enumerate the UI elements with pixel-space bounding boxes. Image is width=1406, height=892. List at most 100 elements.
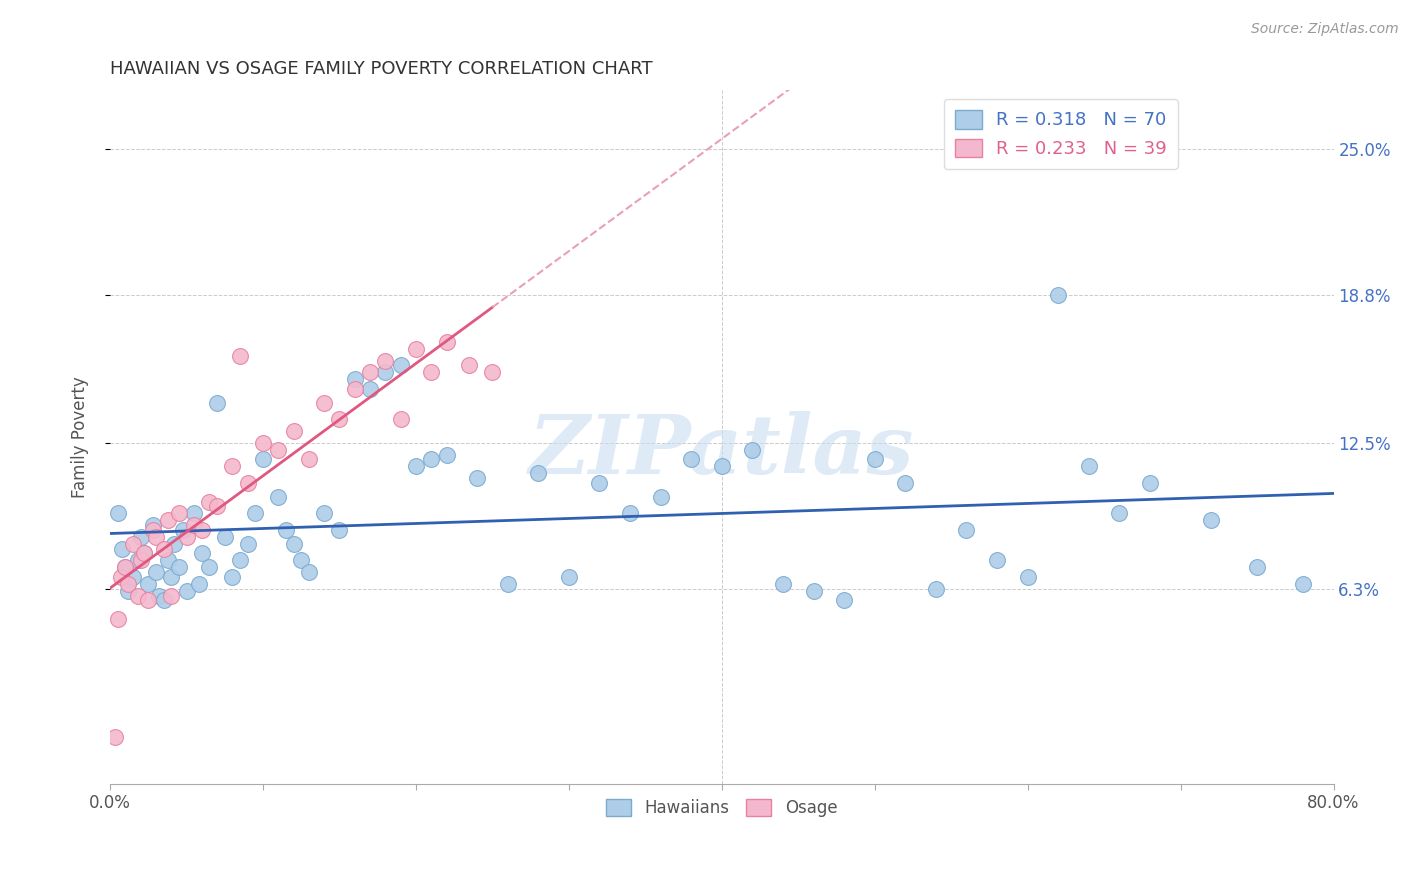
Point (236, 475, 259, 490)
Point (343, 382, 366, 396)
Point (104, 730, 127, 744)
Point (374, 365, 396, 379)
Point (650, 490, 672, 504)
Point (558, 570, 581, 584)
Point (359, 382, 381, 396)
Point (167, 560, 190, 574)
Point (107, 507, 129, 521)
Point (110, 570, 132, 584)
Point (986, 553, 1008, 567)
Point (389, 359, 412, 373)
Point (343, 372, 366, 386)
Point (436, 334, 458, 349)
Point (955, 523, 977, 537)
Legend: Hawaiians, Osage: Hawaiians, Osage (599, 792, 844, 824)
Point (114, 560, 136, 574)
Point (145, 565, 167, 579)
Point (894, 475, 917, 490)
Point (267, 442, 290, 457)
Point (127, 553, 149, 567)
Point (157, 553, 180, 567)
Point (198, 494, 221, 508)
Point (420, 365, 443, 379)
Point (160, 570, 183, 584)
Y-axis label: Family Poverty: Family Poverty (72, 376, 89, 498)
Point (142, 518, 165, 533)
Point (183, 507, 205, 521)
Point (832, 593, 855, 607)
Point (136, 577, 159, 591)
Point (205, 500, 228, 514)
Point (214, 530, 236, 544)
Point (107, 612, 129, 626)
Point (205, 396, 228, 410)
Point (298, 452, 321, 467)
Point (172, 523, 194, 537)
Point (290, 553, 312, 567)
Point (191, 523, 214, 537)
Point (111, 541, 134, 556)
Point (132, 546, 155, 560)
Point (1017, 570, 1039, 584)
Point (142, 523, 165, 537)
Point (359, 365, 381, 379)
Point (328, 412, 350, 426)
Point (127, 589, 149, 603)
Point (122, 537, 145, 551)
Point (1199, 513, 1222, 527)
Point (283, 537, 305, 551)
Point (389, 412, 412, 426)
Point (167, 507, 190, 521)
Text: ZIPatlas: ZIPatlas (529, 411, 914, 491)
Point (1292, 577, 1315, 591)
Point (328, 523, 350, 537)
Text: Source: ZipAtlas.com: Source: ZipAtlas.com (1251, 22, 1399, 37)
Point (191, 546, 214, 560)
Point (274, 523, 297, 537)
Point (314, 507, 336, 521)
Point (132, 546, 155, 560)
Point (157, 513, 180, 527)
Point (145, 530, 167, 544)
Point (114, 560, 136, 574)
Point (681, 452, 703, 467)
Point (176, 584, 198, 599)
Point (436, 448, 458, 462)
Point (374, 353, 396, 368)
Point (1108, 507, 1130, 521)
Point (117, 577, 139, 591)
Point (229, 349, 252, 363)
Point (148, 589, 170, 603)
Point (252, 452, 274, 467)
Point (496, 577, 519, 591)
Point (129, 530, 152, 544)
Point (198, 560, 221, 574)
Point (420, 452, 443, 467)
Point (283, 424, 305, 438)
Point (405, 459, 427, 474)
Point (221, 459, 243, 474)
Point (136, 593, 159, 607)
Point (221, 570, 243, 584)
Point (619, 507, 641, 521)
Point (481, 365, 503, 379)
Point (152, 541, 174, 556)
Point (863, 452, 886, 467)
Point (1077, 459, 1099, 474)
Point (117, 584, 139, 599)
Point (122, 570, 145, 584)
Point (1139, 475, 1161, 490)
Point (229, 553, 252, 567)
Point (1246, 560, 1268, 574)
Point (588, 475, 610, 490)
Point (252, 435, 274, 450)
Point (465, 471, 488, 485)
Point (710, 459, 733, 474)
Point (527, 467, 550, 481)
Point (772, 577, 794, 591)
Point (314, 396, 336, 410)
Point (245, 507, 267, 521)
Point (160, 589, 183, 603)
Point (176, 530, 198, 544)
Point (458, 359, 481, 373)
